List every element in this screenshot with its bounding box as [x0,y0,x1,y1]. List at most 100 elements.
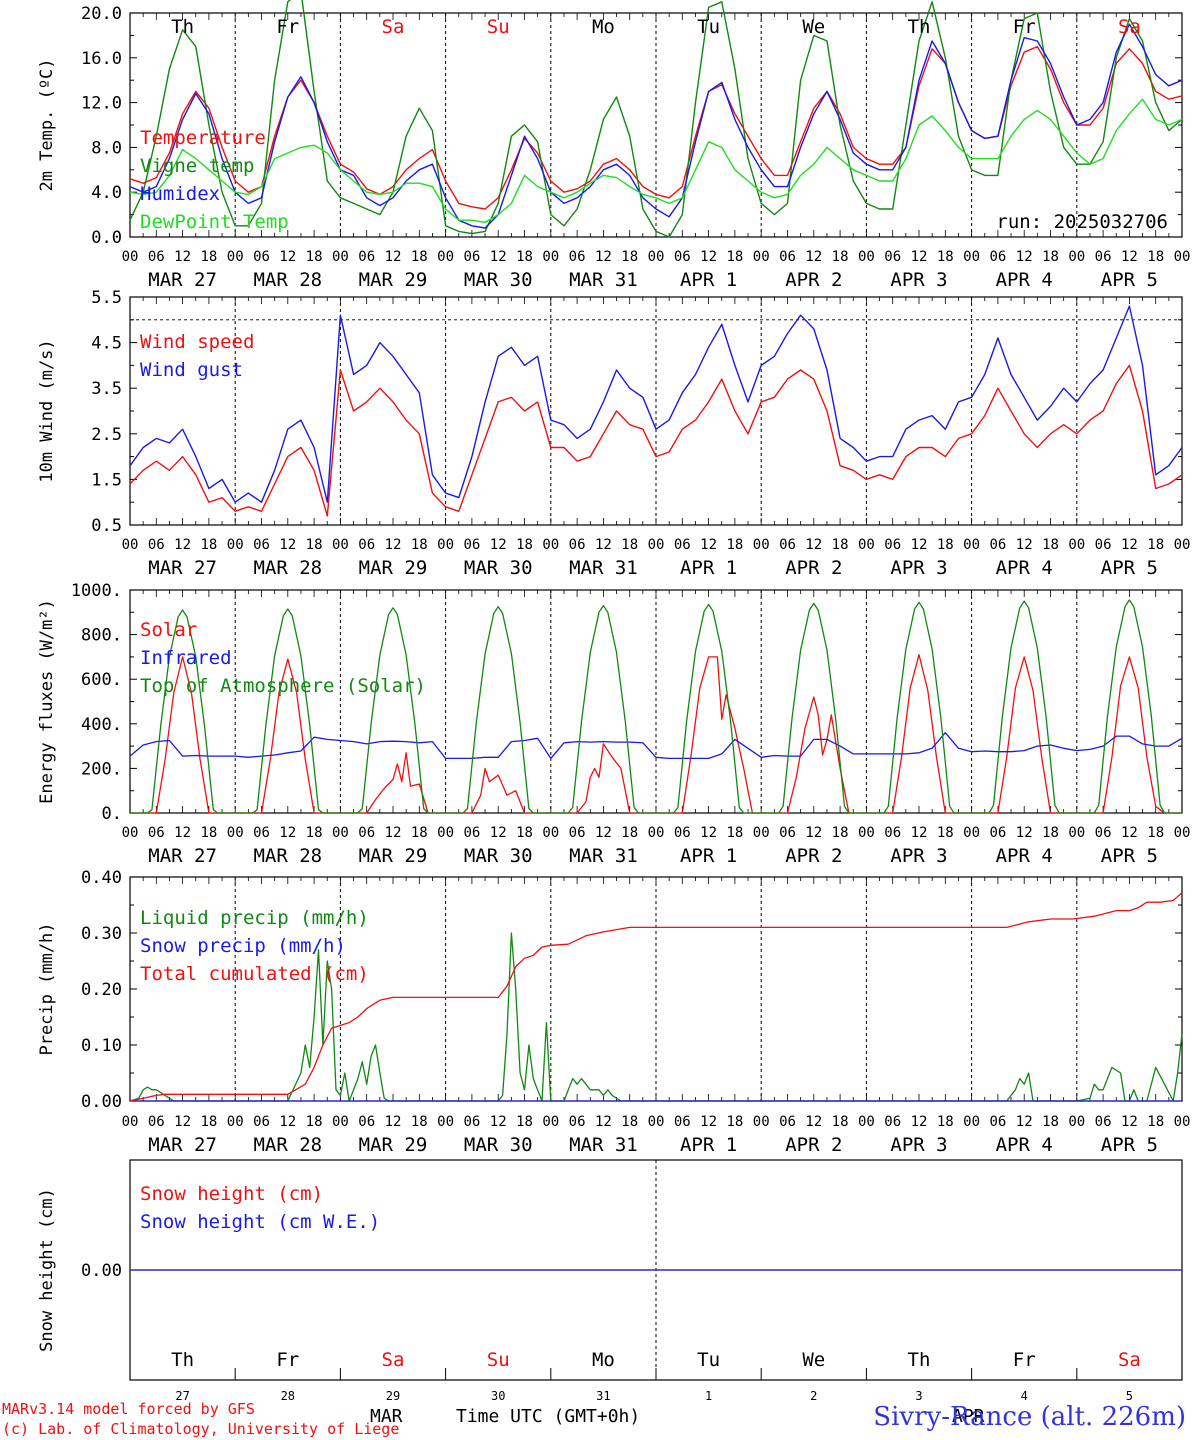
hour-tick-label: 06 [884,537,901,553]
hour-tick-label: 18 [306,825,323,841]
date-label: APR 2 [785,1134,842,1156]
date-label: APR 2 [785,557,842,579]
series-line [129,23,1183,229]
hour-tick-label: 06 [884,825,901,841]
hour-tick-label: 12 [805,825,822,841]
hour-tick-label: 00 [227,1114,244,1130]
x-axis-title: Time UTC (GMT+0h) [456,1406,641,1427]
hour-tick-label: 00 [753,537,770,553]
hour-tick-label: 12 [1016,537,1033,553]
hour-tick-label: 18 [306,537,323,553]
y-tick-label: 0.10 [81,1036,122,1056]
hour-tick-label: 06 [989,537,1006,553]
weekday-label: Th [171,16,194,38]
hour-tick-label: 18 [937,825,954,841]
hour-tick-label: 18 [726,537,743,553]
hour-tick-label: 12 [174,537,191,553]
hour-tick-label: 00 [648,1114,665,1130]
date-label: APR 5 [1101,269,1158,291]
date-label: APR 3 [890,845,947,867]
day-number-label: 27 [175,1389,189,1403]
hour-tick-label: 00 [963,825,980,841]
series-line [129,732,1183,760]
hour-tick-label: 12 [911,825,928,841]
month-label-apr: APR [952,1406,985,1427]
y-axis-title: 10m Wind (m/s) [37,339,57,482]
hour-tick-label: 12 [385,1114,402,1130]
y-tick-label: 0.00 [81,1092,122,1112]
y-tick-label: 16.0 [81,49,122,69]
hour-tick-label: 12 [700,249,717,265]
hour-tick-label: 12 [174,825,191,841]
y-tick-label: 12.0 [81,94,122,114]
panel-2: 10m Wind (m/s) [37,296,1183,526]
date-label: MAR 31 [569,1134,638,1156]
hour-tick-label: 06 [1095,249,1112,265]
hour-tick-label: 06 [148,1114,165,1130]
legend-entry: Liquid precip (mm/h) [140,907,369,929]
hour-tick-label: 00 [858,537,875,553]
hour-tick-label: 00 [1174,537,1191,553]
y-tick-label: 20.0 [81,4,122,24]
weekday-label: Sa [1118,1349,1141,1371]
y-tick-label: 0.0 [91,228,122,248]
day-number-label: 3 [915,1389,922,1403]
hour-tick-label: 18 [411,537,428,553]
date-label: MAR 28 [253,557,322,579]
hour-tick-label: 12 [595,249,612,265]
hour-tick-label: 06 [463,537,480,553]
hour-tick-label: 00 [437,249,454,265]
hour-tick-label: 00 [227,249,244,265]
weekday-label: Th [908,16,931,38]
y-tick-label: 0.5 [91,516,122,536]
y-tick-label: 600. [81,670,122,690]
legend-entry: Infrared [140,647,232,669]
hour-tick-label: 00 [753,1114,770,1130]
hour-tick-label: 06 [463,249,480,265]
hour-tick-label: 12 [279,537,296,553]
legend-entry: DewPoint Temp [140,211,289,233]
y-tick-label: 0.20 [81,980,122,1000]
hour-tick-label: 00 [1068,537,1085,553]
hour-tick-label: 12 [1121,537,1138,553]
hour-tick-label: 18 [516,249,533,265]
hour-tick-label: 06 [779,249,796,265]
weekday-label: Su [487,1349,510,1371]
date-label: APR 4 [996,269,1053,291]
hour-tick-label: 00 [542,537,559,553]
hour-tick-label: 18 [621,825,638,841]
plot-frame [129,12,1183,238]
hour-tick-label: 18 [1042,537,1059,553]
hour-tick-label: 18 [1042,249,1059,265]
date-label: MAR 27 [148,1134,217,1156]
hour-tick-label: 12 [490,825,507,841]
hour-tick-label: 00 [542,825,559,841]
hour-tick-label: 12 [385,537,402,553]
hour-tick-label: 18 [832,825,849,841]
date-label: APR 3 [890,1134,947,1156]
hour-tick-label: 00 [648,249,665,265]
weekday-label: Tu [697,16,720,38]
date-label: MAR 31 [569,557,638,579]
hour-tick-label: 06 [358,537,375,553]
hour-tick-label: 12 [1016,825,1033,841]
day-number-label: 2 [810,1389,817,1403]
date-label: APR 4 [996,845,1053,867]
hour-tick-label: 12 [279,1114,296,1130]
month-label-mar: MAR [370,1406,403,1427]
hour-tick-label: 12 [385,249,402,265]
hour-tick-label: 00 [122,1114,139,1130]
hour-tick-label: 06 [569,1114,586,1130]
date-label: MAR 29 [359,269,428,291]
hour-tick-label: 18 [937,1114,954,1130]
legend-entry: Snow height (cm) [140,1183,323,1205]
hour-tick-label: 18 [621,1114,638,1130]
date-label: APR 5 [1101,845,1158,867]
weekday-label: Fr [276,16,299,38]
date-label: APR 1 [680,845,737,867]
y-tick-label: 4.0 [91,183,122,203]
day-number-label: 5 [1126,1389,1133,1403]
date-label: APR 1 [680,269,737,291]
hour-tick-label: 00 [1068,1114,1085,1130]
hour-tick-label: 00 [332,249,349,265]
